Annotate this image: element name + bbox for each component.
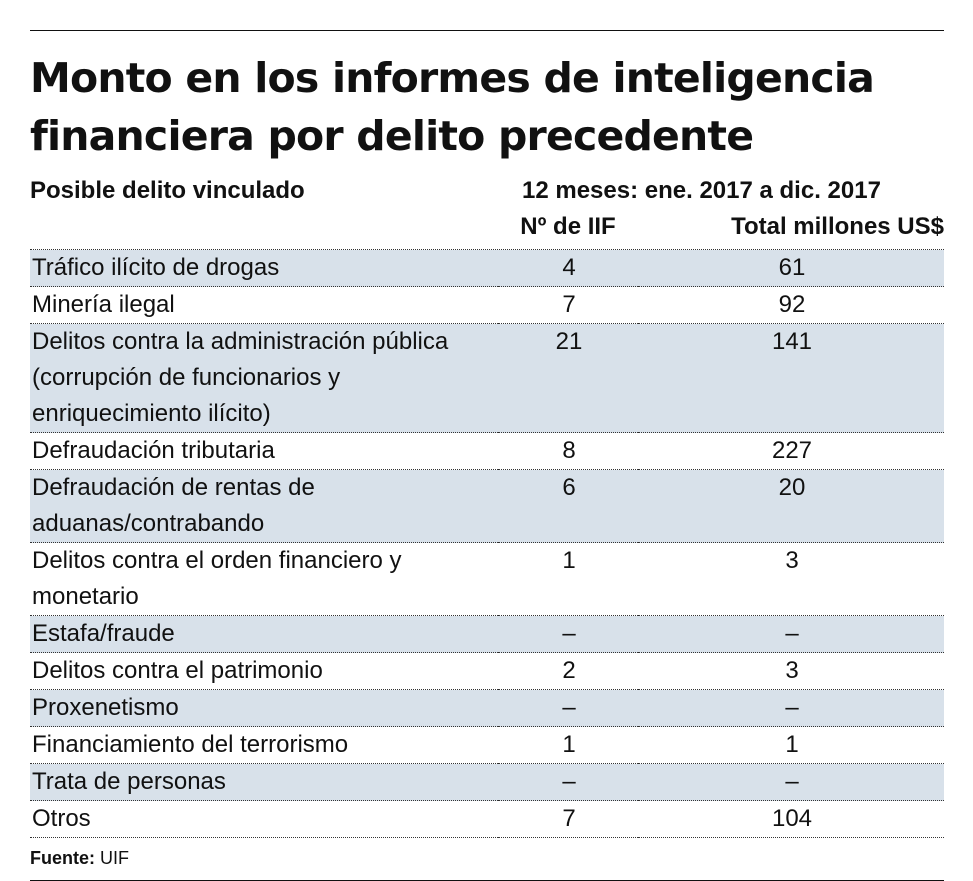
- cell-total: 1: [785, 731, 799, 758]
- cell-iif: –: [562, 694, 576, 721]
- cell-iif: –: [562, 768, 576, 795]
- cell-iif: 1: [562, 547, 576, 574]
- cell-total: 61: [778, 254, 806, 281]
- table-header: Posible delito vinculado 12 meses: ene. …: [30, 177, 944, 249]
- cell-total: 3: [785, 657, 799, 684]
- row-label: Trata de personas: [32, 768, 226, 795]
- cell-iif: 7: [562, 291, 576, 318]
- cell-iif: 21: [555, 328, 583, 355]
- data-table: Tráfico ilícito de drogas 4 61 Minería ileg…: [30, 250, 944, 838]
- column-header-iif: Nº de IIF: [520, 213, 616, 240]
- cell-iif: –: [562, 620, 576, 647]
- cell-iif: 7: [562, 805, 576, 832]
- table-row: Tráfico ilícito de drogas 4 61: [30, 250, 944, 287]
- cell-total: 92: [778, 291, 806, 318]
- row-label: Minería ilegal: [32, 291, 175, 318]
- row-label: Tráfico ilícito de drogas: [32, 254, 280, 281]
- cell-total: –: [785, 620, 799, 647]
- cell-iif: 2: [562, 657, 576, 684]
- row-label: Estafa/fraude: [32, 620, 175, 647]
- table-row: Delitos contra el patrimonio 2 3: [30, 653, 944, 690]
- row-label: Otros: [32, 805, 91, 832]
- source-label: Fuente:: [30, 848, 95, 868]
- row-label: Proxenetismo: [32, 694, 179, 721]
- row-label: Defraudación tributaria: [32, 437, 275, 464]
- source-value: UIF: [100, 848, 130, 868]
- row-label: Financiamiento del terrorismo: [32, 731, 349, 758]
- cell-total: 227: [771, 437, 813, 464]
- cell-total: 104: [771, 805, 813, 832]
- period-label: 12 meses: ene. 2017 a dic. 2017: [522, 177, 881, 204]
- row-label: Delitos contra la administración pública…: [32, 328, 449, 427]
- top-rule: [30, 30, 944, 31]
- cell-total: –: [785, 768, 799, 795]
- cell-iif: 8: [562, 437, 576, 464]
- table-row: Minería ilegal 7 92: [30, 287, 944, 324]
- table-row: Delitos contra el orden financiero y mon…: [30, 543, 944, 616]
- cell-iif: 6: [562, 474, 576, 501]
- table-row: Estafa/fraude – –: [30, 615, 944, 653]
- table-row: Delitos contra la administración pública…: [30, 323, 944, 433]
- table-row: Defraudación de rentas de aduanas/contra…: [30, 469, 944, 543]
- table-row: Defraudación tributaria 8 227: [30, 433, 944, 470]
- cell-total: 3: [785, 547, 799, 574]
- cell-iif: 1: [562, 731, 576, 758]
- table-row: Trata de personas – –: [30, 763, 944, 801]
- row-label: Delitos contra el orden financiero y mon…: [32, 547, 402, 610]
- table-row: Proxenetismo – –: [30, 689, 944, 727]
- cell-total: –: [785, 694, 799, 721]
- cell-total: 141: [771, 328, 813, 355]
- table-row: Financiamiento del terrorismo 1 1: [30, 727, 944, 764]
- table-row: Otros 7 104: [30, 801, 944, 838]
- table-graphic: Monto en los informes de inteligencia fi…: [30, 30, 944, 881]
- chart-title: Monto en los informes de inteligencia fi…: [30, 54, 875, 160]
- column-header-total: Total millones US$: [731, 213, 944, 240]
- row-label: Defraudación de rentas de aduanas/contra…: [32, 474, 315, 537]
- cell-iif: 4: [562, 254, 576, 281]
- source-note: Fuente: UIF: [30, 846, 944, 870]
- cell-total: 20: [778, 474, 806, 501]
- header-rule: [30, 249, 944, 250]
- row-label: Delitos contra el patrimonio: [32, 657, 323, 684]
- row-header-label: Posible delito vinculado: [30, 177, 305, 204]
